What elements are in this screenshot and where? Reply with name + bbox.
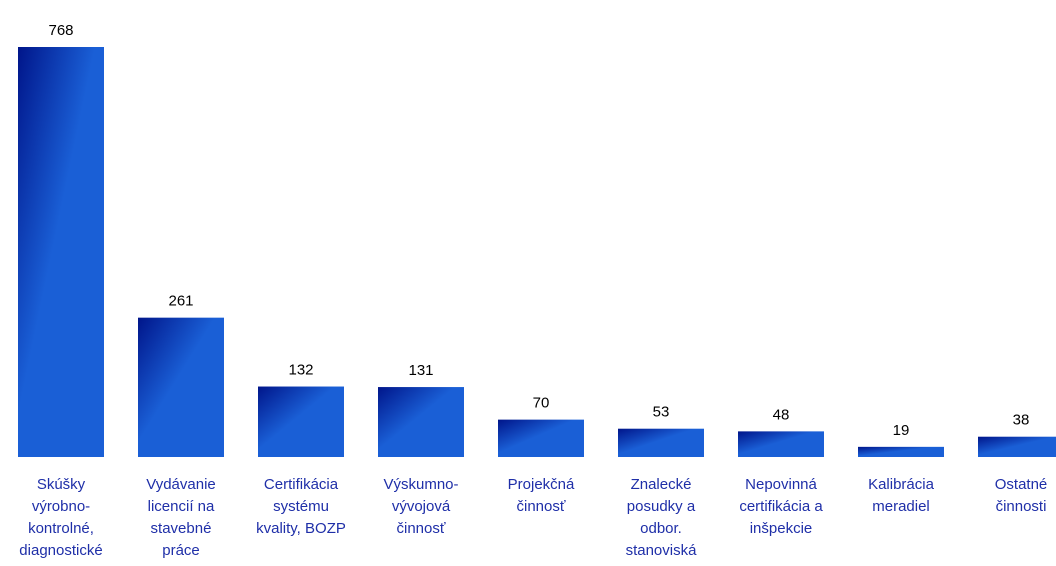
category-label-6-line-0: Nepovinná bbox=[745, 476, 817, 493]
category-label-0-line-3: diagnostické bbox=[19, 542, 102, 559]
category-label-8-line-0: Ostatné bbox=[995, 476, 1048, 493]
category-label-3-line-2: činnosť bbox=[397, 520, 446, 537]
category-label-8: Ostatné činnosti bbox=[995, 476, 1048, 515]
category-label-8-line-1: činnosti bbox=[996, 498, 1047, 515]
bar-1 bbox=[138, 317, 224, 457]
category-label-4: Projekčná činnosť bbox=[508, 476, 575, 515]
value-label-4: 70 bbox=[533, 395, 550, 412]
category-label-6-line-2: inšpekcie bbox=[750, 520, 813, 537]
category-label-0-line-0: Skúšky bbox=[37, 476, 86, 493]
category-label-4-line-0: Projekčná bbox=[508, 476, 575, 493]
bar-5 bbox=[618, 428, 704, 457]
category-label-2: Certifikácia systému kvality, BOZP bbox=[256, 476, 346, 537]
bars-group bbox=[18, 47, 1056, 457]
category-label-3-line-1: vývojová bbox=[392, 498, 451, 515]
category-label-2-line-2: kvality, BOZP bbox=[256, 520, 346, 537]
category-labels-group: Skúšky výrobno-kontrolné, diagnostické Vydá… bbox=[19, 476, 1047, 559]
category-label-3-line-0: Výskumno- bbox=[383, 476, 458, 493]
category-label-2-line-0: Certifikácia bbox=[264, 476, 339, 493]
category-label-5-line-0: Znalecké bbox=[631, 476, 692, 493]
value-label-8: 38 bbox=[1013, 412, 1030, 429]
category-label-1-line-3: práce bbox=[162, 542, 200, 559]
bar-7 bbox=[858, 446, 944, 457]
category-label-0-line-2: kontrolné, bbox=[28, 520, 94, 537]
value-label-2: 132 bbox=[288, 362, 313, 379]
category-label-0-line-1: výrobno- bbox=[32, 498, 90, 515]
category-label-1: Vydávanie licencií na stavebné práce bbox=[146, 476, 216, 559]
category-label-1-line-0: Vydávanie bbox=[146, 476, 216, 493]
value-labels-group: 768 261 132 131 70 53 48 19 38 bbox=[48, 22, 1029, 439]
category-label-0: Skúšky výrobno-kontrolné, diagnostické bbox=[19, 476, 102, 559]
category-label-2-line-1: systému bbox=[273, 498, 329, 515]
category-label-7-line-1: meradiel bbox=[872, 498, 930, 515]
bar-2 bbox=[258, 386, 344, 457]
category-label-5-line-2: odbor. bbox=[640, 520, 682, 537]
category-label-6-line-1: certifikácia a bbox=[739, 498, 823, 515]
value-label-3: 131 bbox=[408, 362, 433, 379]
value-label-6: 48 bbox=[773, 406, 790, 423]
category-label-4-line-1: činnosť bbox=[517, 498, 566, 515]
value-label-0: 768 bbox=[48, 22, 73, 39]
category-label-5-line-1: posudky a bbox=[627, 498, 696, 515]
value-label-1: 261 bbox=[168, 293, 193, 310]
bar-3 bbox=[378, 387, 464, 457]
category-label-7-line-0: Kalibrácia bbox=[868, 476, 935, 493]
category-label-5: Znalecké posudky a odbor. stanoviská bbox=[626, 476, 698, 559]
bar-0 bbox=[18, 47, 104, 457]
category-label-5-line-3: stanoviská bbox=[626, 542, 698, 559]
category-label-7: Kalibrácia meradiel bbox=[868, 476, 935, 515]
category-label-1-line-2: stavebné bbox=[151, 520, 212, 537]
category-label-6: Nepovinná certifikácia a inšpekcie bbox=[739, 476, 823, 537]
bar-6 bbox=[738, 431, 824, 457]
bar-8 bbox=[978, 436, 1056, 457]
value-label-7: 19 bbox=[893, 422, 910, 439]
bar-4 bbox=[498, 419, 584, 457]
category-label-1-line-1: licencií na bbox=[148, 498, 215, 515]
value-label-5: 53 bbox=[653, 404, 670, 421]
category-label-3: Výskumno-vývojová činnosť bbox=[383, 476, 458, 537]
